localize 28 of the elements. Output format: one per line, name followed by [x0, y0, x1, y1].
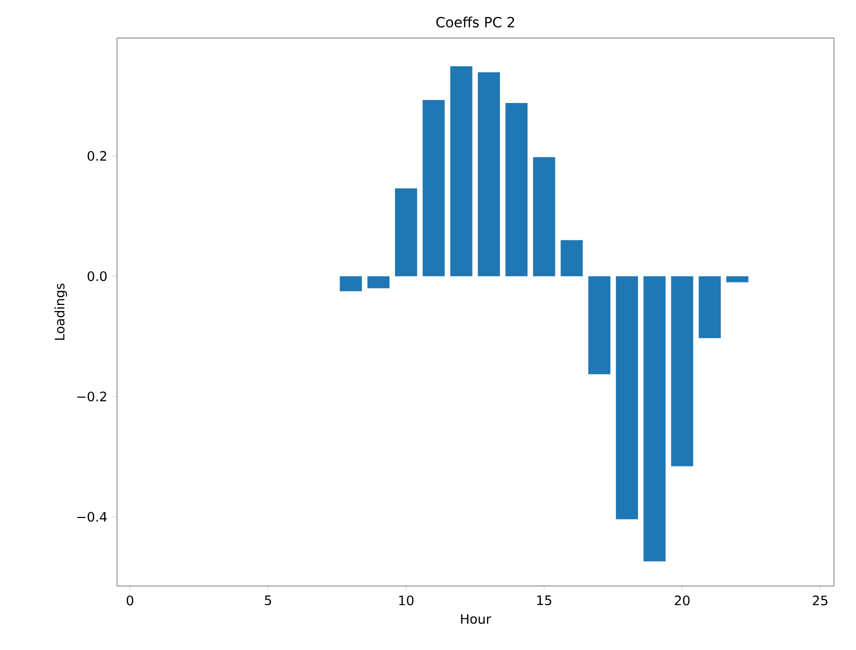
y-tick-label: 0.2 [88, 150, 106, 161]
bar [533, 157, 556, 276]
bar [505, 102, 528, 276]
bar [671, 276, 694, 466]
bar [698, 276, 721, 338]
bar [395, 188, 418, 276]
y-axis-title: Loadings [54, 284, 68, 340]
x-tick-label: 20 [674, 596, 690, 606]
x-tick-label: 25 [812, 596, 828, 606]
bar [367, 276, 390, 288]
bar [450, 66, 472, 276]
y-tick-label: −0.4 [77, 512, 107, 522]
bar [422, 100, 445, 276]
bar [478, 72, 500, 276]
bar [560, 240, 583, 276]
bar [644, 276, 666, 562]
x-axis-title: Hour [461, 614, 492, 624]
chart-title: Coeffs PC 2 [436, 16, 514, 28]
bar [340, 276, 362, 292]
x-tick-label: 15 [537, 596, 552, 606]
bar [616, 276, 638, 520]
y-tick-label: 0.0 [88, 271, 107, 282]
bar [726, 276, 748, 282]
bar [588, 276, 610, 374]
y-tick-label: −0.2 [77, 392, 106, 402]
x-tick-label: 0 [126, 596, 134, 606]
x-tick-label: 10 [399, 596, 414, 606]
x-tick-label: 5 [264, 596, 272, 606]
